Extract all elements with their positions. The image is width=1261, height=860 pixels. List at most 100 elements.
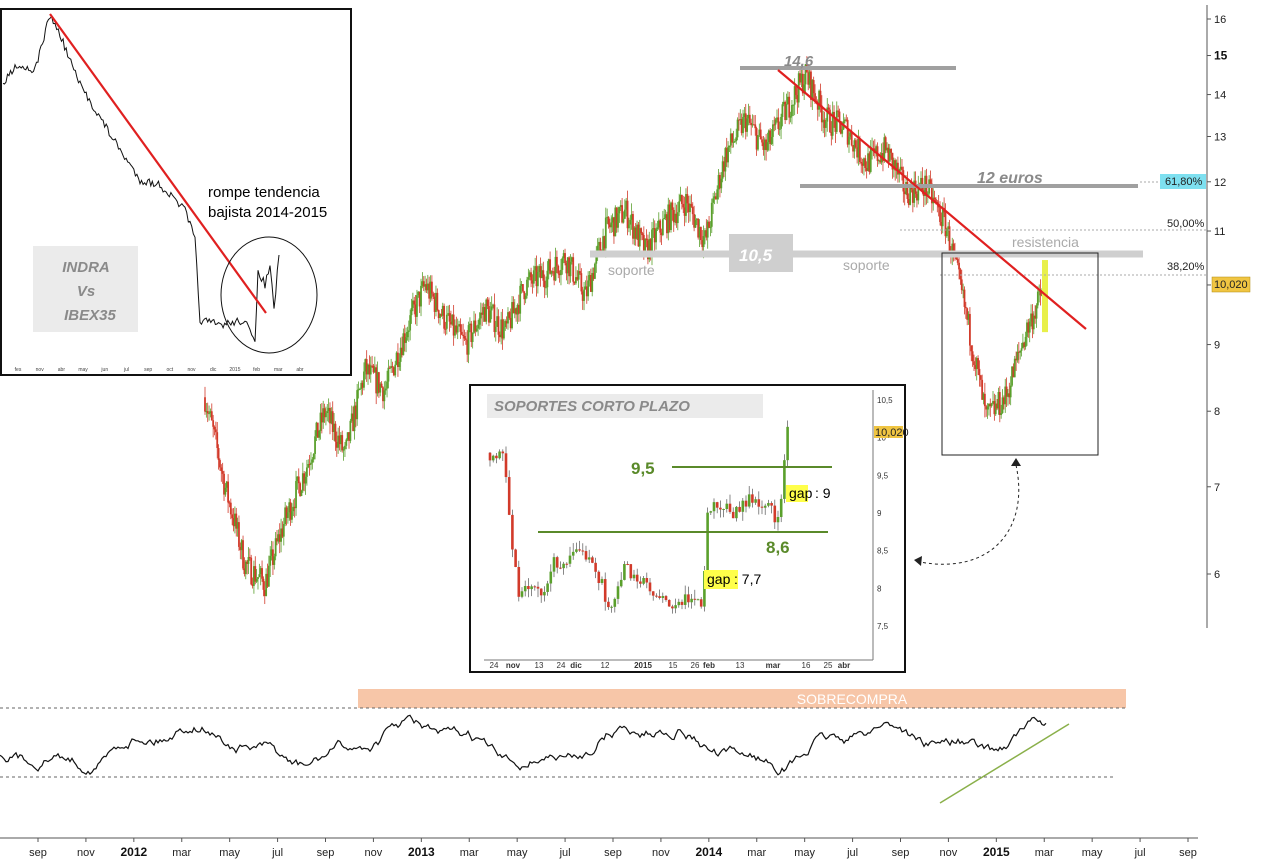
main-candle-body — [970, 345, 973, 352]
main-candle-body — [568, 257, 571, 277]
main-candle-body — [591, 273, 594, 292]
main-candle-body — [939, 207, 941, 222]
main-candle-body — [466, 339, 469, 355]
main-candle-body — [901, 166, 903, 171]
inset-candle-body — [655, 595, 658, 597]
main-candle-body — [560, 269, 562, 276]
inset-candle-body — [757, 499, 761, 507]
main-candle-body — [655, 228, 657, 243]
time-tick-label: sep — [29, 847, 47, 859]
main-candle-body — [656, 227, 659, 229]
main-candle-body — [884, 137, 887, 151]
main-candle-body — [762, 142, 765, 150]
main-candle-body — [587, 280, 590, 297]
main-candle-body — [781, 104, 784, 118]
time-tick-label: nov — [77, 847, 95, 859]
main-candle-body — [835, 110, 838, 132]
main-candle-body — [420, 285, 422, 307]
main-candle-body — [776, 117, 778, 120]
main-candle-body — [557, 265, 560, 274]
inset-left-tick-label: nov — [188, 367, 197, 373]
main-candle-body — [387, 367, 390, 382]
inset-candle-body — [520, 591, 524, 597]
inset-candle-body — [539, 588, 543, 596]
time-tick-label: jul — [1134, 847, 1146, 859]
main-candle-body — [413, 300, 416, 305]
main-candle-body — [522, 284, 524, 292]
main-candle-body — [952, 243, 955, 254]
main-candle-body — [801, 73, 804, 94]
main-candle-body — [979, 375, 982, 380]
inset-candle-body — [738, 506, 741, 512]
main-candle-body — [966, 308, 969, 320]
inset-candle-body — [514, 549, 517, 567]
inset-candle-body — [747, 494, 751, 507]
main-candle-body — [535, 266, 538, 287]
main-candle-body — [361, 382, 364, 388]
main-candle-body — [694, 219, 697, 228]
main-candle-body — [395, 352, 398, 365]
main-candle-body — [704, 230, 706, 237]
main-candle-body — [837, 110, 840, 112]
main-candle-body — [481, 312, 484, 315]
main-candle-body — [409, 315, 412, 331]
inset-candle-body — [626, 563, 629, 565]
main-candle-body — [363, 371, 365, 388]
main-candle-body — [257, 577, 259, 580]
main-candle-body — [780, 117, 782, 129]
main-candle-body — [899, 166, 902, 170]
main-candle-body — [369, 365, 372, 375]
main-candle-body — [253, 566, 255, 586]
main-candle-body — [887, 147, 890, 162]
main-candle-body — [816, 102, 819, 110]
main-candle-body — [770, 136, 773, 144]
main-candle-body — [398, 361, 401, 367]
main-candle-body — [777, 117, 780, 129]
main-candle-body — [1009, 385, 1012, 398]
inset-candle-body — [696, 599, 700, 601]
main-candle-body — [659, 220, 662, 233]
inset-candle-body — [610, 606, 613, 608]
main-candle-body — [259, 568, 262, 575]
main-candle-body — [456, 326, 459, 333]
main-candle-body — [766, 142, 769, 151]
main-candle-body — [541, 270, 543, 279]
main-candle-body — [1027, 322, 1030, 333]
main-candle-body — [947, 226, 950, 232]
inset-candle-body — [488, 452, 492, 461]
main-candle-body — [709, 226, 712, 228]
main-candle-body — [433, 296, 436, 312]
main-candle-body — [282, 524, 285, 537]
main-candle-body — [951, 243, 954, 255]
inset-center-y-tick-label: 8 — [877, 584, 882, 593]
main-candle-body — [824, 121, 827, 128]
main-candle-body — [676, 212, 679, 224]
main-candle-body — [1007, 393, 1009, 397]
main-candle-body — [463, 336, 466, 339]
zoom-box — [941, 252, 1099, 456]
price-tick-label: 7 — [1214, 482, 1220, 494]
main-candle-body — [618, 207, 621, 214]
main-candle-body — [785, 104, 788, 121]
main-candle-body — [549, 259, 551, 274]
inset-candle-body — [613, 598, 617, 607]
main-candle-body — [239, 546, 242, 551]
main-candle-body — [742, 116, 744, 134]
main-candle-body — [892, 160, 895, 170]
main-candle-body — [674, 213, 676, 223]
main-candle-body — [565, 263, 568, 274]
main-candle-body — [1001, 397, 1004, 414]
main-candle-body — [581, 291, 584, 301]
inset-candle-body — [661, 596, 665, 598]
main-candle-body — [411, 300, 414, 308]
main-candle-body — [397, 352, 399, 367]
main-candle-body — [788, 96, 791, 118]
main-candle-body — [538, 266, 541, 272]
main-candle-body — [693, 214, 696, 228]
main-candle-body — [455, 325, 458, 333]
oscillator-panel: SOBRECOMPRA — [0, 689, 1126, 804]
main-candle-body — [429, 281, 432, 299]
main-candle-body — [349, 420, 352, 441]
main-candle-body — [584, 286, 587, 290]
main-candle-body — [679, 194, 682, 202]
